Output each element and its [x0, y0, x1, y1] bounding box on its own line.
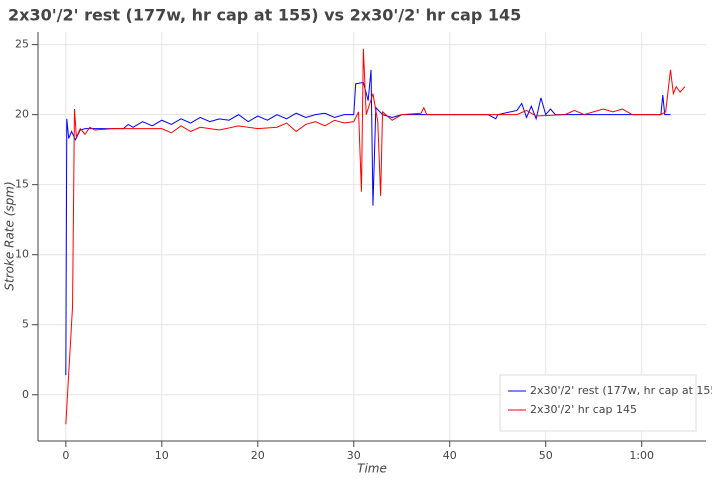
x-tick-label: 50	[539, 449, 553, 462]
x-tick-label: 10	[155, 449, 169, 462]
y-tick-label: 25	[15, 38, 29, 51]
legend-label: 2x30'/2' rest (177w, hr cap at 155)	[530, 384, 712, 397]
legend-box	[499, 374, 697, 432]
y-tick-label: 5	[22, 318, 29, 331]
x-tick-label: 1:00	[629, 449, 654, 462]
legend-label: 2x30'/2' hr cap 145	[530, 403, 637, 416]
y-tick-label: 10	[15, 248, 29, 261]
x-tick-label: 20	[251, 449, 265, 462]
series-line	[65, 69, 671, 376]
x-axis-label: Time	[357, 462, 387, 476]
y-tick-label: 0	[22, 388, 29, 401]
y-axis-label: Stroke Rate (spm)	[3, 181, 17, 290]
x-tick-label: 40	[443, 449, 457, 462]
series-line	[65, 48, 686, 425]
x-tick-label: 30	[347, 449, 361, 462]
x-tick-label: 0	[62, 449, 69, 462]
chart-title: 2x30'/2' rest (177w, hr cap at 155) vs 2…	[8, 6, 521, 25]
y-tick-label: 15	[15, 178, 29, 191]
y-tick-label: 20	[15, 108, 29, 121]
